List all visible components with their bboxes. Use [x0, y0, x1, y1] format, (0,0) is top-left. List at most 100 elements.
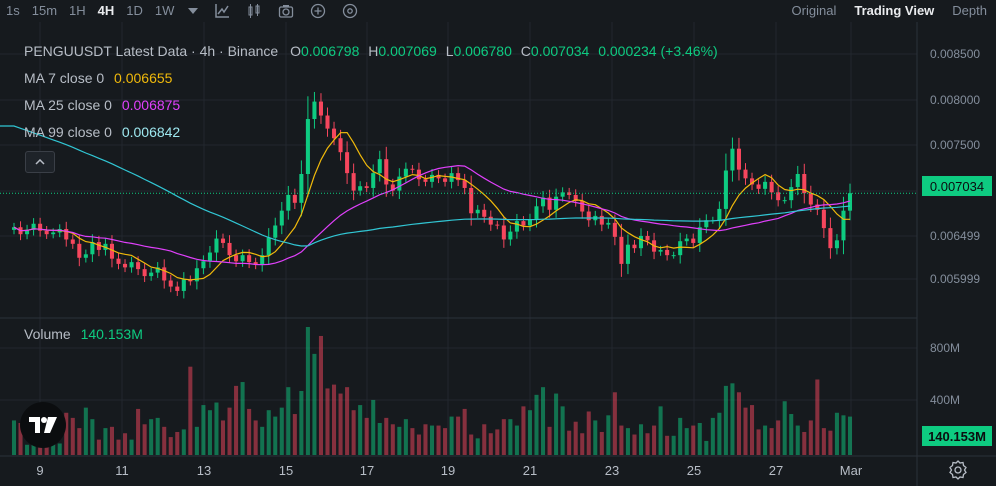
- candle: [534, 206, 539, 220]
- candle: [625, 244, 630, 264]
- candle: [815, 204, 820, 210]
- interval-1w[interactable]: 1W: [154, 3, 175, 18]
- candle: [789, 187, 794, 201]
- candle: [795, 174, 800, 188]
- candle: [109, 243, 114, 259]
- volume-bar: [214, 402, 219, 455]
- candle: [123, 263, 128, 268]
- candle: [181, 279, 186, 291]
- volume-bar: [116, 439, 121, 455]
- volume-bar: [645, 433, 650, 455]
- volume-bar: [782, 401, 787, 455]
- volume-bar: [227, 407, 232, 455]
- volume-bar: [57, 443, 62, 455]
- volume-bar: [847, 416, 853, 455]
- interval-1h[interactable]: 1H: [69, 3, 86, 18]
- volume-bar: [808, 420, 813, 455]
- camera-icon[interactable]: [270, 3, 302, 19]
- candle: [207, 252, 212, 262]
- volume-bar: [351, 410, 356, 455]
- candle: [364, 186, 369, 188]
- volume-bar: [312, 353, 317, 455]
- candle: [736, 148, 741, 170]
- tradingview-logo[interactable]: [20, 402, 66, 448]
- ma7-legend: MA 7 close 0 0.006655: [24, 70, 172, 86]
- candle: [188, 279, 193, 282]
- time-axis-label: Mar: [840, 463, 863, 478]
- volume-bar: [612, 392, 617, 455]
- time-axis-label: 27: [769, 463, 783, 478]
- candle: [606, 222, 611, 225]
- candle: [841, 210, 846, 241]
- candle: [554, 196, 559, 210]
- candle: [312, 101, 317, 120]
- candle: [665, 249, 670, 256]
- candle: [514, 221, 519, 232]
- time-axis-label: 9: [36, 463, 43, 478]
- candle: [240, 255, 245, 262]
- line-chart-icon[interactable]: [206, 3, 238, 19]
- open-value: 0.006798: [300, 43, 360, 59]
- candle: [717, 208, 722, 221]
- view-original[interactable]: Original: [791, 3, 837, 18]
- time-axis-label: 21: [523, 463, 537, 478]
- time-axis-label: 17: [360, 463, 374, 478]
- interval-1d[interactable]: 1D: [126, 3, 143, 18]
- last-volume-tag: 140.153M: [922, 426, 992, 446]
- chart-settings-button[interactable]: [948, 460, 968, 485]
- candle: [325, 115, 330, 129]
- candle: [11, 227, 17, 230]
- volume-bar: [776, 420, 781, 455]
- candle: [116, 258, 121, 264]
- price-axis-label: 0.006499: [930, 229, 980, 243]
- candle: [273, 225, 278, 238]
- volume-bar: [586, 411, 591, 455]
- volume-bar: [129, 439, 134, 455]
- candle: [64, 228, 69, 240]
- volume-bar: [416, 434, 421, 455]
- volume-bar: [436, 425, 441, 455]
- interval-4h[interactable]: 4H: [97, 3, 115, 18]
- candle: [429, 174, 435, 182]
- collapse-legend-button[interactable]: [25, 151, 55, 173]
- chevron-down-icon[interactable]: [180, 8, 206, 14]
- candle: [397, 176, 402, 191]
- volume-bar: [364, 417, 369, 455]
- interval-15m[interactable]: 15m: [31, 3, 58, 18]
- price-chart[interactable]: 0.008500 0.008000 0.007500 0.006499 0.005999…: [0, 22, 996, 486]
- change-value: 0.000234 (+3.46%): [598, 43, 718, 59]
- ma7-value: 0.006655: [114, 70, 173, 86]
- volume-bar: [554, 393, 559, 455]
- volume-bar: [743, 407, 748, 455]
- volume-bar: [475, 438, 480, 455]
- ma99-value: 0.006842: [121, 124, 181, 140]
- candle: [527, 219, 532, 226]
- view-trading-view[interactable]: Trading View: [854, 3, 935, 18]
- candles-icon[interactable]: [238, 3, 270, 19]
- volume-bar: [403, 419, 408, 455]
- volume-bar: [482, 424, 487, 455]
- view-depth[interactable]: Depth: [952, 3, 987, 18]
- volume-bar: [155, 417, 160, 455]
- volume-bar: [18, 423, 23, 455]
- time-axis-label: 13: [197, 463, 211, 478]
- volume-bar: [567, 430, 572, 455]
- candle: [456, 173, 461, 181]
- candle: [756, 184, 761, 189]
- candle: [292, 194, 297, 203]
- settings-icon[interactable]: [334, 3, 366, 19]
- add-indicator-icon[interactable]: [302, 3, 334, 19]
- gear-icon: [949, 460, 967, 480]
- candle: [332, 128, 337, 139]
- volume-bar: [717, 412, 722, 455]
- volume-bar: [541, 387, 546, 455]
- candle: [619, 236, 624, 264]
- volume-bar: [789, 414, 794, 455]
- volume-bar: [64, 412, 69, 455]
- interval-1s[interactable]: 1s: [6, 3, 20, 18]
- volume-bar: [162, 426, 167, 455]
- time-axis-label: 19: [441, 463, 455, 478]
- candle: [266, 237, 271, 256]
- candle: [495, 224, 500, 226]
- candle: [776, 192, 781, 201]
